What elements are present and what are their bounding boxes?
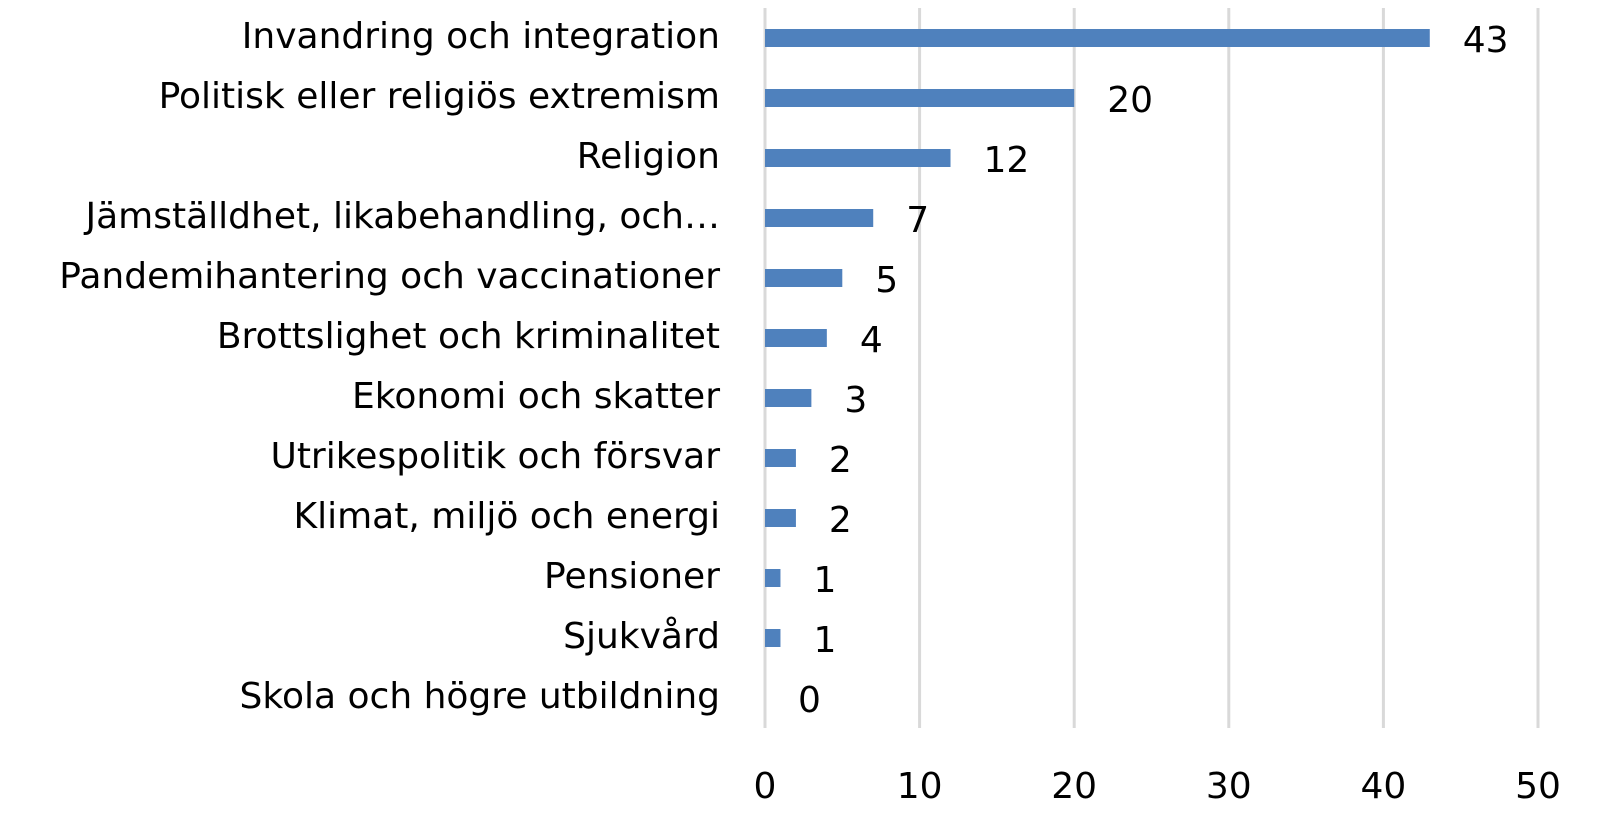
y-tick-label: Brottslighet och kriminalitet bbox=[217, 316, 720, 357]
data-label: 7 bbox=[906, 200, 929, 241]
x-tick-label: 10 bbox=[897, 766, 943, 807]
data-label: 5 bbox=[875, 260, 898, 301]
y-tick-label: Klimat, miljö och energi bbox=[294, 496, 721, 537]
bar bbox=[765, 209, 874, 227]
y-tick-label: Religion bbox=[577, 136, 720, 177]
y-tick-label: Politisk eller religiös extremism bbox=[159, 76, 720, 117]
bar bbox=[765, 569, 781, 587]
x-tick-label: 30 bbox=[1206, 766, 1252, 807]
data-label: 0 bbox=[798, 680, 821, 721]
x-tick-label: 0 bbox=[754, 766, 777, 807]
y-tick-label: Ekonomi och skatter bbox=[352, 376, 720, 417]
data-label: 12 bbox=[984, 140, 1030, 181]
bar bbox=[765, 449, 796, 467]
data-label: 43 bbox=[1463, 20, 1509, 61]
y-tick-label: Pensioner bbox=[544, 556, 720, 597]
bar bbox=[765, 629, 781, 647]
data-label: 4 bbox=[860, 320, 883, 361]
bar bbox=[765, 389, 812, 407]
bar bbox=[765, 149, 951, 167]
data-label: 3 bbox=[844, 380, 867, 421]
x-tick-label: 50 bbox=[1515, 766, 1561, 807]
data-label: 2 bbox=[829, 500, 852, 541]
bar bbox=[765, 269, 843, 287]
y-tick-label: Jämställdhet, likabehandling, och… bbox=[83, 196, 720, 237]
x-tick-label: 20 bbox=[1051, 766, 1097, 807]
bar bbox=[765, 89, 1075, 107]
bar bbox=[765, 509, 796, 527]
bar bbox=[765, 29, 1430, 47]
data-label: 1 bbox=[813, 560, 836, 601]
data-label: 20 bbox=[1107, 80, 1153, 121]
y-tick-label: Skola och högre utbildning bbox=[240, 676, 720, 717]
y-tick-label: Utrikespolitik och försvar bbox=[270, 436, 720, 477]
data-label: 1 bbox=[813, 620, 836, 661]
y-tick-label: Pandemihantering och vaccinationer bbox=[59, 256, 720, 297]
y-tick-label: Invandring och integration bbox=[242, 16, 720, 57]
y-tick-label: Sjukvård bbox=[563, 616, 720, 657]
bar bbox=[765, 329, 827, 347]
x-tick-label: 40 bbox=[1360, 766, 1406, 807]
data-label: 2 bbox=[829, 440, 852, 481]
